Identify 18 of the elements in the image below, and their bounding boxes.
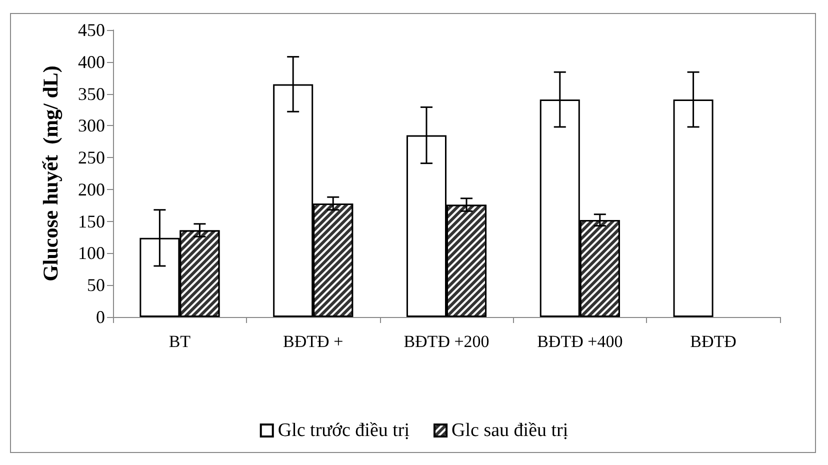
y-tick-label: 450	[78, 20, 105, 40]
y-tick-label: 400	[78, 52, 105, 72]
x-tick-label: BĐTĐ +	[283, 332, 344, 351]
x-tick-label: BĐTĐ +200	[404, 332, 490, 351]
legend-label: Glc sau điều trị	[452, 420, 568, 441]
y-tick-label: 250	[78, 148, 105, 168]
y-tick-label: 200	[78, 179, 105, 200]
y-axis-title: Glucose huyết (mg/ dL)	[38, 66, 62, 282]
y-tick-label: 0	[96, 307, 105, 327]
y-tick-label: 100	[78, 243, 105, 264]
x-tick-label: BĐTĐ	[690, 332, 736, 351]
legend-label: Glc trước điều trị	[278, 420, 410, 441]
x-tick-label: BT	[168, 332, 192, 351]
y-tick-label: 350	[78, 84, 105, 104]
x-tick-label: BĐTĐ +400	[537, 332, 623, 351]
y-tick-label: 150	[78, 211, 105, 232]
y-tick-label: 50	[87, 275, 105, 296]
y-tick-label: 300	[78, 116, 105, 136]
